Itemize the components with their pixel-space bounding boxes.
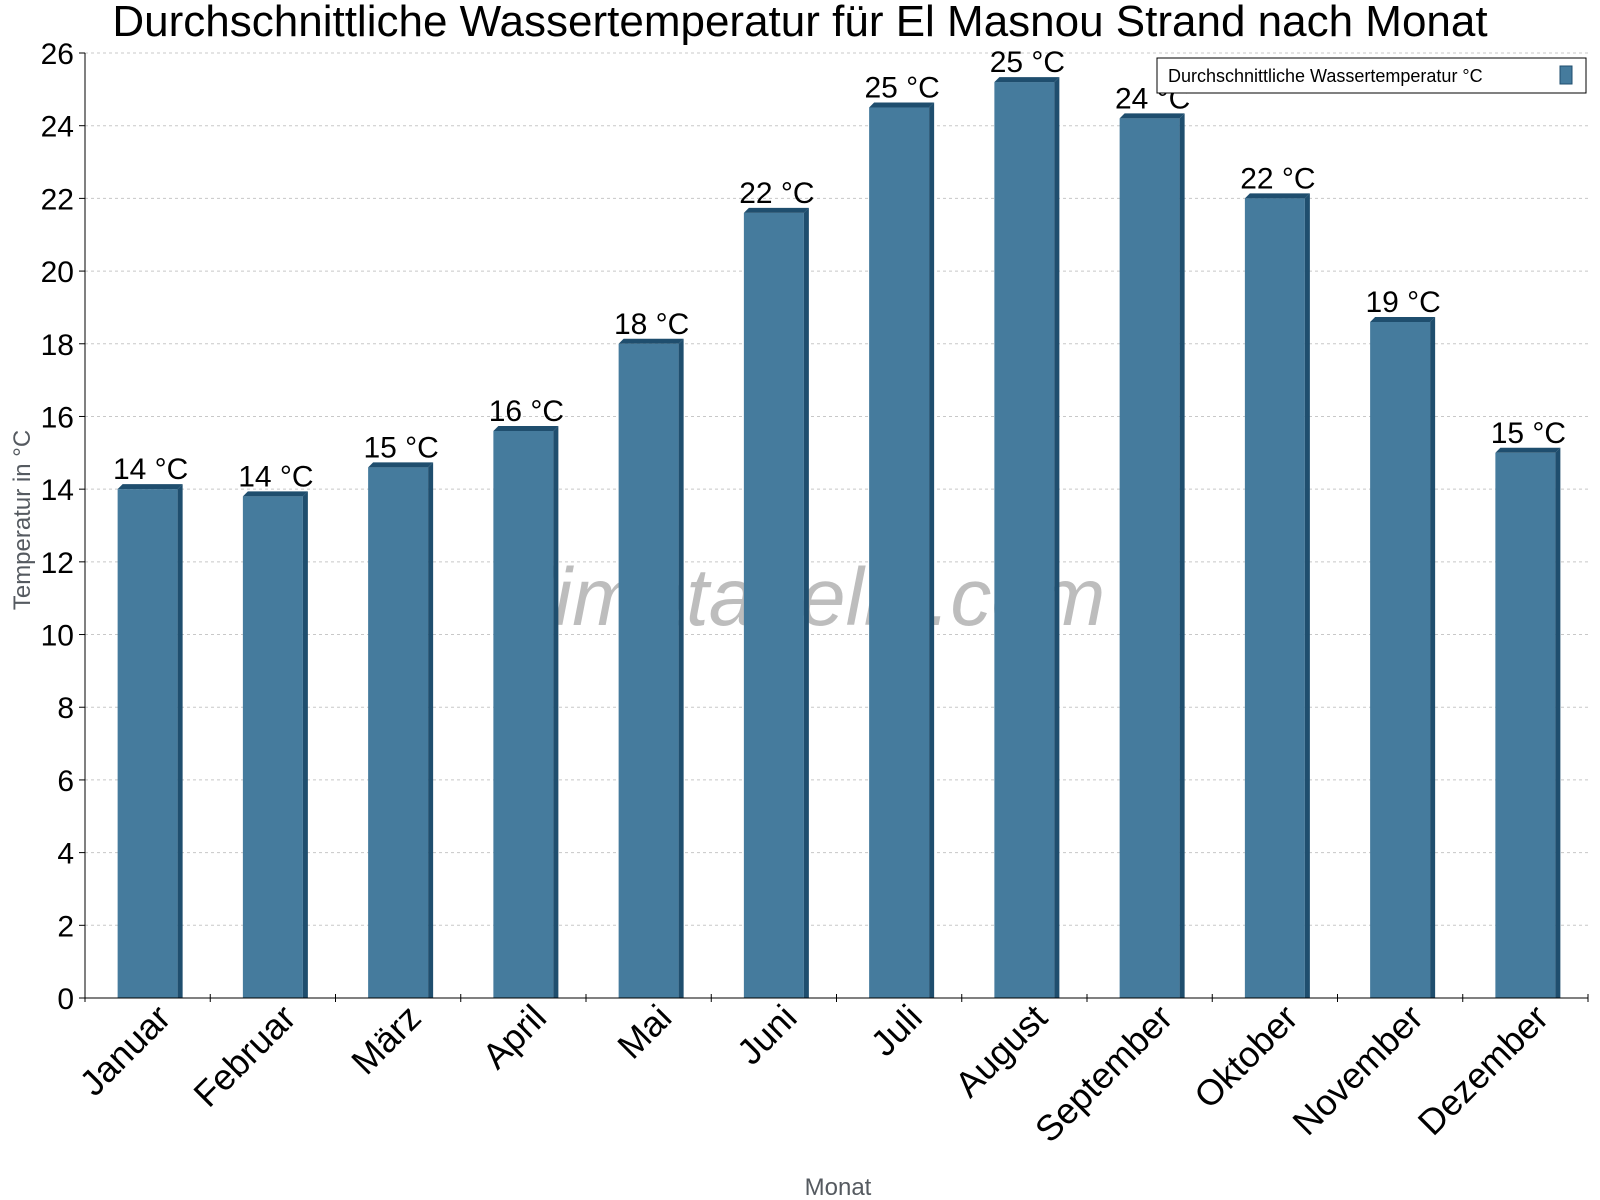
bar-side: [1430, 316, 1436, 998]
x-tick-label: September: [1027, 997, 1181, 1151]
data-label: 14 °C: [238, 460, 313, 493]
bar-side: [1054, 77, 1060, 999]
x-tick-label: Februar: [185, 997, 303, 1115]
x-tick-label: April: [474, 997, 554, 1077]
bar: [743, 212, 804, 998]
data-label: 15 °C: [363, 431, 438, 464]
bar-top: [242, 491, 308, 497]
data-label: 22 °C: [739, 177, 814, 210]
bar-side: [1555, 447, 1561, 998]
y-tick-label: 14: [41, 474, 74, 507]
bar: [242, 496, 303, 998]
bar-side: [1179, 113, 1185, 998]
y-tick-label: 8: [57, 692, 74, 725]
bar: [869, 107, 930, 999]
bar-top: [994, 77, 1060, 83]
y-tick-label: 6: [57, 765, 74, 798]
bar: [117, 489, 178, 998]
bar: [1495, 452, 1556, 998]
x-tick-label: Mai: [609, 997, 679, 1067]
bar-top: [869, 102, 935, 108]
y-tick-label: 2: [57, 910, 74, 943]
y-tick-label: 10: [41, 620, 74, 653]
x-tick-label: Juni: [729, 997, 805, 1073]
bar-top: [1119, 113, 1185, 119]
legend-swatch: [1559, 65, 1573, 85]
y-tick-label: 0: [57, 983, 74, 1016]
bar-top: [368, 462, 434, 468]
bar: [1119, 118, 1180, 998]
chart-title: Durchschnittliche Wassertemperatur für E…: [112, 0, 1487, 46]
bar-top: [1370, 316, 1436, 322]
data-label: 25 °C: [864, 72, 939, 105]
data-label: 22 °C: [1240, 162, 1315, 195]
bar-top: [1495, 447, 1561, 453]
legend-label: Durchschnittliche Wassertemperatur °C: [1168, 66, 1483, 86]
bar: [1244, 198, 1305, 998]
bar-side: [553, 426, 559, 998]
y-axis-title: Temperatur in °C: [9, 430, 36, 610]
x-tick-label: Juli: [863, 997, 930, 1064]
bar: [493, 431, 554, 998]
bar-top: [1244, 193, 1310, 199]
bar-top: [117, 484, 183, 490]
bar-side: [428, 462, 434, 998]
legend: Durchschnittliche Wassertemperatur °C: [1156, 57, 1587, 94]
bar: [994, 82, 1055, 999]
grid-lines: [85, 52, 1588, 926]
y-tick-label: 12: [41, 547, 74, 580]
data-label: 14 °C: [113, 453, 188, 486]
bar-side: [678, 338, 684, 998]
data-label: 19 °C: [1365, 286, 1440, 319]
bar-side: [1304, 193, 1310, 998]
x-tick-label: März: [343, 997, 429, 1083]
bar-side: [803, 207, 809, 998]
x-tick-label: Oktober: [1186, 997, 1306, 1117]
x-tick-label: Januar: [71, 997, 178, 1104]
bars: 14 °C 14 °C 15 °C 16 °C 18 °C 22 °C 25 °C 25 °C…: [113, 46, 1566, 999]
y-tick-label: 4: [57, 838, 74, 871]
x-tick-label: Dezember: [1410, 997, 1556, 1143]
bar-side: [929, 102, 935, 999]
x-tick-label: August: [947, 997, 1055, 1105]
bar-top: [743, 207, 809, 213]
data-label: 25 °C: [990, 46, 1065, 79]
bar-side: [302, 491, 308, 998]
y-tick-label: 20: [41, 256, 74, 289]
legend-box: [1156, 57, 1587, 94]
x-axis-title: Monat: [805, 1174, 872, 1200]
bar-top: [493, 426, 559, 431]
bar-side: [177, 484, 183, 999]
data-label: 16 °C: [489, 395, 564, 428]
y-tick-label: 18: [41, 329, 74, 362]
bar: [368, 467, 429, 998]
data-label: 15 °C: [1491, 417, 1566, 450]
y-tick-label: 26: [41, 38, 74, 71]
bar: [1370, 321, 1431, 998]
x-tick-label: November: [1284, 997, 1430, 1143]
data-label: 18 °C: [614, 308, 689, 341]
y-tick-label: 24: [41, 111, 74, 144]
bar-top: [618, 338, 684, 344]
y-tick-label: 22: [41, 183, 74, 216]
y-tick-label: 16: [41, 401, 74, 434]
bar: [618, 343, 679, 998]
